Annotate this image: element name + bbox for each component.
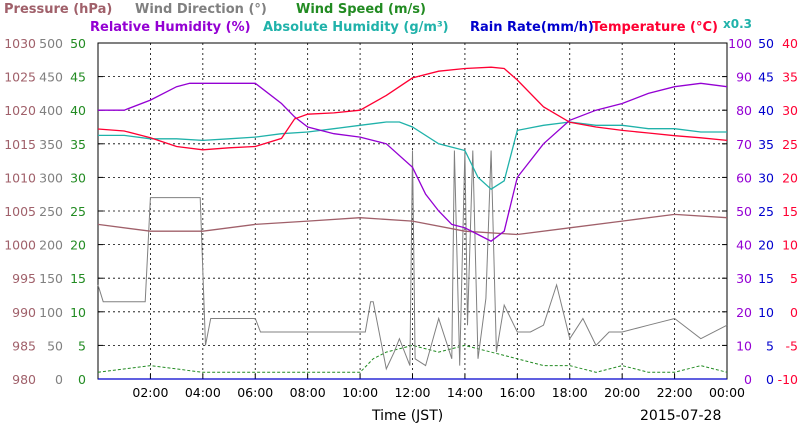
legend-relative-humidity: Relative Humidity (%) [90, 20, 251, 35]
y-tick-pressure: 1025 [4, 70, 36, 85]
y-tick-rain-rate: 30 [758, 170, 774, 185]
legend-wind-speed: Wind Speed (m/s) [296, 2, 426, 17]
y-tick-relative-humidity: 0 [744, 372, 752, 387]
y-tick-relative-humidity: 10 [736, 338, 752, 353]
y-tick-wind-speed: 35 [70, 137, 86, 152]
y-tick-rain-rate: 0 [766, 372, 774, 387]
series-wind-speed-m-s [97, 344, 728, 373]
series-absolute-humidity-g-m [98, 121, 727, 191]
legend-temperature: Temperature (°C) [592, 20, 718, 35]
legend-wind-direction: Wind Direction (°) [135, 2, 267, 17]
y-tick-temperature: 30 [782, 103, 798, 118]
legend-rain-rate: Rain Rate(mm/h) [470, 20, 594, 35]
y-tick-pressure: 1020 [4, 103, 36, 118]
y-tick-wind-speed: 30 [70, 170, 86, 185]
x-tick-label: 22:00 [657, 385, 693, 400]
y-tick-wind-direction: 350 [39, 137, 63, 152]
y-tick-relative-humidity: 100 [728, 36, 752, 51]
y-tick-relative-humidity: 90 [736, 70, 752, 85]
y-tick-wind-direction: 450 [39, 70, 63, 85]
y-tick-relative-humidity: 30 [736, 271, 752, 286]
y-tick-pressure: 990 [12, 305, 36, 320]
y-tick-wind-direction: 250 [39, 204, 63, 219]
y-tick-rain-rate: 35 [758, 137, 774, 152]
x-tick-label: 12:00 [394, 385, 430, 400]
y-tick-wind-direction: 150 [39, 271, 63, 286]
legend-pressure: Pressure (hPa) [4, 2, 113, 17]
y-tick-rain-rate: 5 [766, 338, 774, 353]
y-tick-pressure: 980 [12, 372, 36, 387]
y-tick-wind-speed: 15 [70, 271, 86, 286]
y-tick-temperature: 5 [790, 271, 798, 286]
y-tick-temperature: -5 [786, 338, 798, 353]
series-wind-direction [97, 150, 728, 371]
x-tick-label: 00:00 [709, 385, 745, 400]
x-tick-label: 18:00 [552, 385, 588, 400]
y-tick-pressure: 1015 [4, 137, 36, 152]
y-tick-pressure: 1030 [4, 36, 36, 51]
y-tick-pressure: 995 [12, 271, 36, 286]
y-tick-temperature: 40 [782, 36, 798, 51]
y-tick-wind-speed: 10 [70, 305, 86, 320]
y-tick-wind-speed: 45 [70, 70, 86, 85]
legend-abs-scale-note: x0.3 [723, 17, 752, 31]
y-tick-temperature: -10 [778, 372, 798, 387]
x-tick-label: 06:00 [237, 385, 273, 400]
x-tick-label: 02:00 [132, 385, 168, 400]
x-axis-label: Time (JST) [372, 408, 444, 424]
y-tick-wind-direction: 500 [39, 36, 63, 51]
y-tick-wind-direction: 0 [55, 372, 63, 387]
x-tick-label: 20:00 [604, 385, 640, 400]
y-tick-temperature: 25 [782, 137, 798, 152]
series-relative-humidity [98, 82, 728, 242]
y-tick-temperature: 15 [782, 204, 798, 219]
y-tick-wind-direction: 400 [39, 103, 63, 118]
y-tick-wind-direction: 300 [39, 170, 63, 185]
y-tick-wind-speed: 40 [70, 103, 86, 118]
y-tick-wind-speed: 50 [70, 36, 86, 51]
y-tick-temperature: 10 [782, 238, 798, 253]
x-tick-label: 08:00 [290, 385, 326, 400]
y-tick-rain-rate: 40 [758, 103, 774, 118]
y-tick-rain-rate: 25 [758, 204, 774, 219]
y-tick-temperature: 20 [782, 170, 798, 185]
y-tick-pressure: 1010 [4, 170, 36, 185]
x-tick-label: 10:00 [342, 385, 378, 400]
y-tick-rain-rate: 20 [758, 238, 774, 253]
y-tick-wind-speed: 25 [70, 204, 86, 219]
y-tick-relative-humidity: 70 [736, 137, 752, 152]
y-tick-rain-rate: 10 [758, 305, 774, 320]
y-tick-wind-speed: 0 [78, 372, 86, 387]
y-tick-rain-rate: 45 [758, 70, 774, 85]
y-tick-wind-direction: 50 [47, 338, 63, 353]
y-tick-relative-humidity: 40 [736, 238, 752, 253]
y-tick-wind-direction: 200 [39, 238, 63, 253]
y-tick-temperature: 35 [782, 70, 798, 85]
y-tick-pressure: 985 [12, 338, 36, 353]
y-tick-rain-rate: 50 [758, 36, 774, 51]
y-tick-wind-direction: 100 [39, 305, 63, 320]
y-tick-wind-speed: 20 [70, 238, 86, 253]
y-tick-relative-humidity: 20 [736, 305, 752, 320]
x-tick-label: 14:00 [447, 385, 483, 400]
y-tick-rain-rate: 15 [758, 271, 774, 286]
date-label: 2015-07-28 [640, 408, 722, 424]
y-tick-wind-speed: 5 [78, 338, 86, 353]
x-tick-label: 16:00 [499, 385, 535, 400]
y-tick-pressure: 1005 [4, 204, 36, 219]
y-tick-relative-humidity: 80 [736, 103, 752, 118]
series-temperature-c [97, 66, 728, 151]
series-pressure-hpa [97, 213, 728, 236]
x-tick-label: 04:00 [185, 385, 221, 400]
y-tick-temperature: 0 [790, 305, 798, 320]
legend-absolute-humidity: Absolute Humidity (g/m³) [263, 20, 449, 35]
y-tick-relative-humidity: 50 [736, 204, 752, 219]
y-tick-pressure: 1000 [4, 238, 36, 253]
y-tick-relative-humidity: 60 [736, 170, 752, 185]
